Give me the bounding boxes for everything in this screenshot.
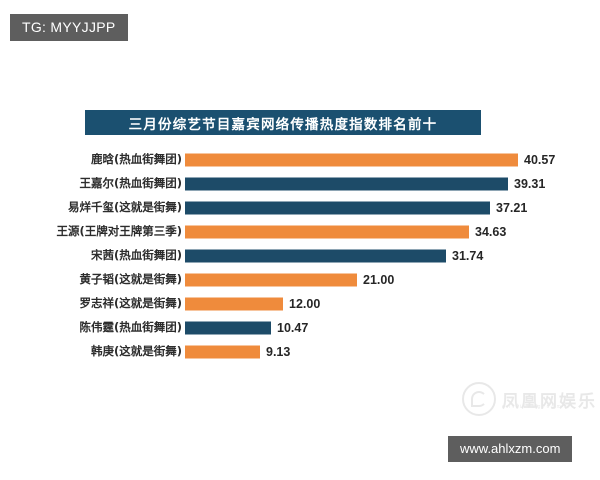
- bar-track: [185, 297, 283, 311]
- bar-row: 韩庚(这就是街舞) 9.13: [0, 340, 600, 364]
- bar-track: [185, 225, 469, 239]
- bar-row: 王源(王牌对王牌第三季) 34.63: [0, 220, 600, 244]
- bar: [185, 153, 518, 167]
- bar-track: [185, 201, 490, 215]
- bar-value-label: 21.00: [363, 272, 395, 287]
- bar-track: [185, 153, 518, 167]
- bar: [185, 225, 469, 239]
- bar-track: [185, 321, 271, 335]
- bar-row: 易烊千玺(这就是街舞) 37.21: [0, 196, 600, 220]
- bar-category-label: 罗志祥(这就是街舞): [79, 296, 182, 311]
- bar-chart-plot-area: 鹿晗(热血街舞团) 40.57 王嘉尔(热血街舞团) 39.31 易烊千玺(这就是街舞)…: [0, 145, 600, 375]
- bar-row: 鹿晗(热血街舞团) 40.57: [0, 148, 600, 172]
- chart-container: 三月份综艺节目嘉宾网络传播热度指数排名前十 鹿晗(热血街舞团) 40.57 王嘉尔(…: [0, 60, 600, 416]
- bar-value-label: 10.47: [277, 320, 309, 335]
- bar-row: 罗志祥(这就是街舞) 12.00: [0, 292, 600, 316]
- phoenix-logo-icon: [462, 382, 496, 416]
- bar-category-label: 陈伟霆(热血街舞团): [79, 320, 182, 335]
- bar-category-label: 鹿晗(热血街舞团): [90, 152, 182, 167]
- watermark-label: 凤凰网娱乐: [502, 391, 597, 412]
- bar: [185, 177, 508, 191]
- bar-category-label: 宋茜(热血街舞团): [90, 248, 182, 263]
- bar: [185, 321, 271, 335]
- bar-row: 王嘉尔(热血街舞团) 39.31: [0, 172, 600, 196]
- bar-track: [185, 177, 508, 191]
- bar-category-label: 黄子韬(这就是街舞): [79, 272, 182, 287]
- bar: [185, 201, 490, 215]
- tg-watermark-badge: TG: MYYJJPP: [10, 14, 128, 41]
- bar-value-label: 37.21: [496, 200, 528, 215]
- chart-title-bar: 三月份综艺节目嘉宾网络传播热度指数排名前十: [85, 110, 481, 135]
- bar-category-label: 王源(王牌对王牌第三季): [56, 224, 182, 239]
- bar-track: [185, 345, 260, 359]
- bar-category-label: 韩庚(这就是街舞): [90, 344, 182, 359]
- bar-category-label: 易烊千玺(这就是街舞): [67, 200, 182, 215]
- page-title: 三月份综艺节目嘉宾网络传播热度指数排名前十: [128, 116, 438, 133]
- bar-value-label: 39.31: [514, 176, 546, 191]
- bar-value-label: 40.57: [524, 152, 556, 167]
- bar-value-label: 34.63: [475, 224, 507, 239]
- phoenix-watermark: 凤凰网娱乐 ent.ifeng.com: [462, 382, 597, 416]
- bar-track: [185, 273, 357, 287]
- bar: [185, 345, 260, 359]
- watermark-sublabel: ent.ifeng.com: [502, 404, 564, 410]
- site-url-badge: www.ahlxzm.com: [448, 436, 573, 462]
- bar-value-label: 31.74: [452, 248, 484, 263]
- bar-category-label: 王嘉尔(热血街舞团): [79, 176, 182, 191]
- bar: [185, 249, 446, 263]
- bar-value-label: 12.00: [289, 296, 321, 311]
- bar: [185, 273, 357, 287]
- bar-row: 黄子韬(这就是街舞) 21.00: [0, 268, 600, 292]
- bar-row: 宋茜(热血街舞团) 31.74: [0, 244, 600, 268]
- bar-track: [185, 249, 446, 263]
- bar-row: 陈伟霆(热血街舞团) 10.47: [0, 316, 600, 340]
- bar-value-label: 9.13: [266, 344, 291, 359]
- bar: [185, 297, 283, 311]
